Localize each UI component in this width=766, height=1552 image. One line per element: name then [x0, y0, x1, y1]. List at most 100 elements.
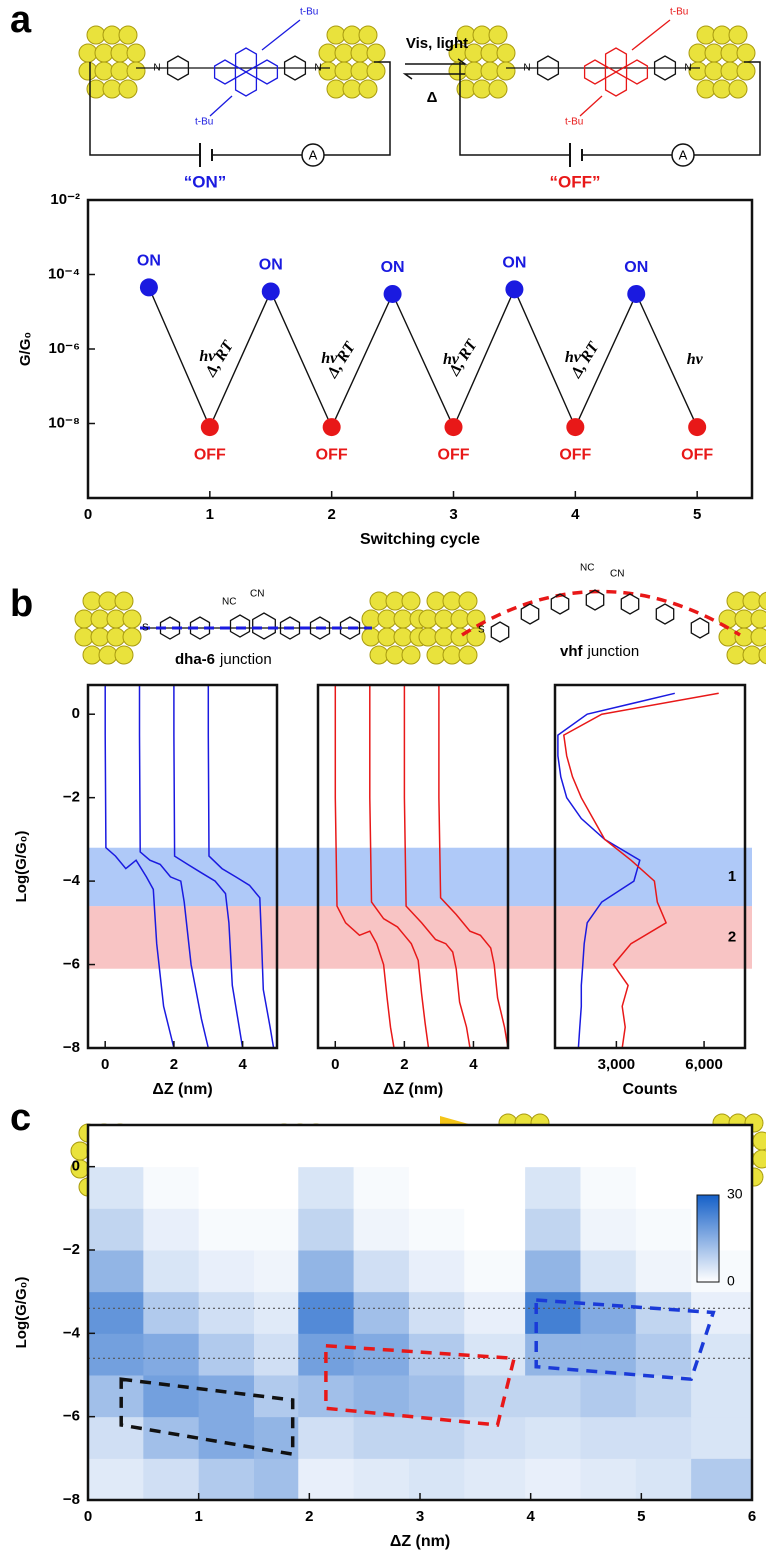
heat-cell	[525, 1291, 581, 1334]
segment-label: hν	[321, 350, 338, 367]
x-tick-label: 4	[526, 1508, 535, 1525]
x-tick-label: 4	[571, 506, 580, 523]
y-tick-label: −6	[63, 1408, 80, 1425]
state-label: “ON”	[184, 172, 227, 191]
molecule-name: dha-6	[175, 651, 215, 668]
colorbar-tick-label: 0	[727, 1273, 735, 1289]
molecule-name: vhf	[560, 643, 584, 660]
heat-cell	[298, 1125, 355, 1168]
heat-cell	[635, 1458, 692, 1501]
heat-cell	[198, 1208, 255, 1251]
plot-frame	[86, 198, 754, 500]
heat-cell	[580, 1291, 637, 1334]
point-label: OFF	[438, 446, 470, 463]
x-axis-label: Counts	[622, 1081, 677, 1098]
atom: S	[478, 625, 485, 636]
heat-cell	[298, 1250, 355, 1293]
band-label: 1	[728, 868, 736, 885]
gold-atom	[472, 25, 492, 45]
gold-atom	[318, 61, 338, 81]
segment-label: hν	[687, 351, 704, 368]
gold-atom	[720, 61, 740, 81]
y-tick-label: −8	[63, 1491, 80, 1508]
gold-atom	[742, 645, 762, 665]
gold-atom	[480, 61, 500, 81]
y-tick-label: 10⁻⁴	[48, 265, 80, 282]
y-axis-label: G/G₀	[17, 332, 34, 366]
gold-atom	[742, 591, 762, 611]
atom: S	[142, 623, 149, 634]
ring	[339, 616, 361, 640]
gold-atom	[466, 627, 486, 647]
gold-atom	[326, 25, 346, 45]
plot-frame	[316, 683, 510, 1050]
band-label: 2	[728, 928, 736, 945]
circuit-wire	[459, 62, 570, 156]
plot-frame	[86, 683, 279, 1050]
gold-atom	[418, 627, 438, 647]
gold-atom	[377, 609, 397, 629]
gold-atom	[726, 591, 746, 611]
y-tick-label: 0	[72, 1158, 80, 1175]
panel-label: a	[10, 0, 32, 41]
heat-cell	[408, 1416, 465, 1459]
heat-cell	[635, 1166, 692, 1209]
heat-cell	[525, 1166, 581, 1209]
gold-atom	[458, 591, 478, 611]
heat-cell	[143, 1250, 200, 1293]
x-tick-label: 0	[84, 1508, 92, 1525]
ring	[229, 614, 251, 638]
gold-atom	[126, 61, 146, 81]
heat-cell	[353, 1333, 410, 1376]
segment-label: hν	[443, 351, 460, 368]
heat-cell	[254, 1458, 299, 1501]
point-label: ON	[381, 259, 405, 276]
gold-atom	[90, 627, 110, 647]
point-label: OFF	[681, 446, 713, 463]
x-tick-label: 1	[206, 506, 214, 523]
data-line	[138, 685, 210, 1049]
point-label: ON	[137, 253, 161, 270]
heat-cell	[143, 1458, 200, 1501]
heat-cell	[353, 1416, 410, 1459]
heat-cell	[88, 1375, 144, 1418]
heat-cell	[143, 1375, 200, 1418]
ammeter-label: A	[679, 147, 688, 162]
gold-atom	[488, 25, 508, 45]
junction-label: dha-6 junction	[175, 651, 272, 668]
gold-atom	[334, 43, 354, 63]
heat-cell	[254, 1166, 299, 1209]
gold-atom	[718, 627, 738, 647]
ring	[213, 59, 237, 85]
gold-atom	[118, 25, 138, 45]
heat-cell	[464, 1208, 526, 1251]
gold-atom	[704, 61, 724, 81]
heat-cell	[198, 1166, 255, 1209]
data-point	[322, 418, 341, 437]
heat-cell	[464, 1416, 526, 1459]
region-outline	[534, 1298, 716, 1382]
data-line	[403, 685, 471, 1049]
y-tick-label: −4	[63, 1324, 81, 1341]
x-tick-label: 0	[101, 1056, 109, 1073]
x-tick-label: 3	[416, 1508, 424, 1525]
gold-atom	[78, 61, 98, 81]
x-tick-label: 0	[331, 1056, 339, 1073]
substituent: t-Bu	[670, 7, 688, 18]
x-tick-label: 3	[449, 506, 457, 523]
y-tick-label: 10⁻⁸	[48, 414, 80, 431]
ring	[653, 55, 677, 81]
gold-atom	[342, 79, 362, 99]
point-label: OFF	[559, 446, 591, 463]
gold-atom	[712, 79, 732, 99]
gold-atom	[82, 645, 102, 665]
heat-cell	[198, 1458, 255, 1501]
ring	[655, 603, 675, 625]
heat-cell	[408, 1375, 465, 1418]
gold-atom	[758, 645, 766, 665]
heat-cell	[525, 1375, 581, 1418]
heat-cell	[525, 1208, 581, 1251]
heat-cell	[353, 1166, 410, 1209]
heat-cell	[298, 1291, 355, 1334]
gold-atom	[434, 627, 454, 647]
